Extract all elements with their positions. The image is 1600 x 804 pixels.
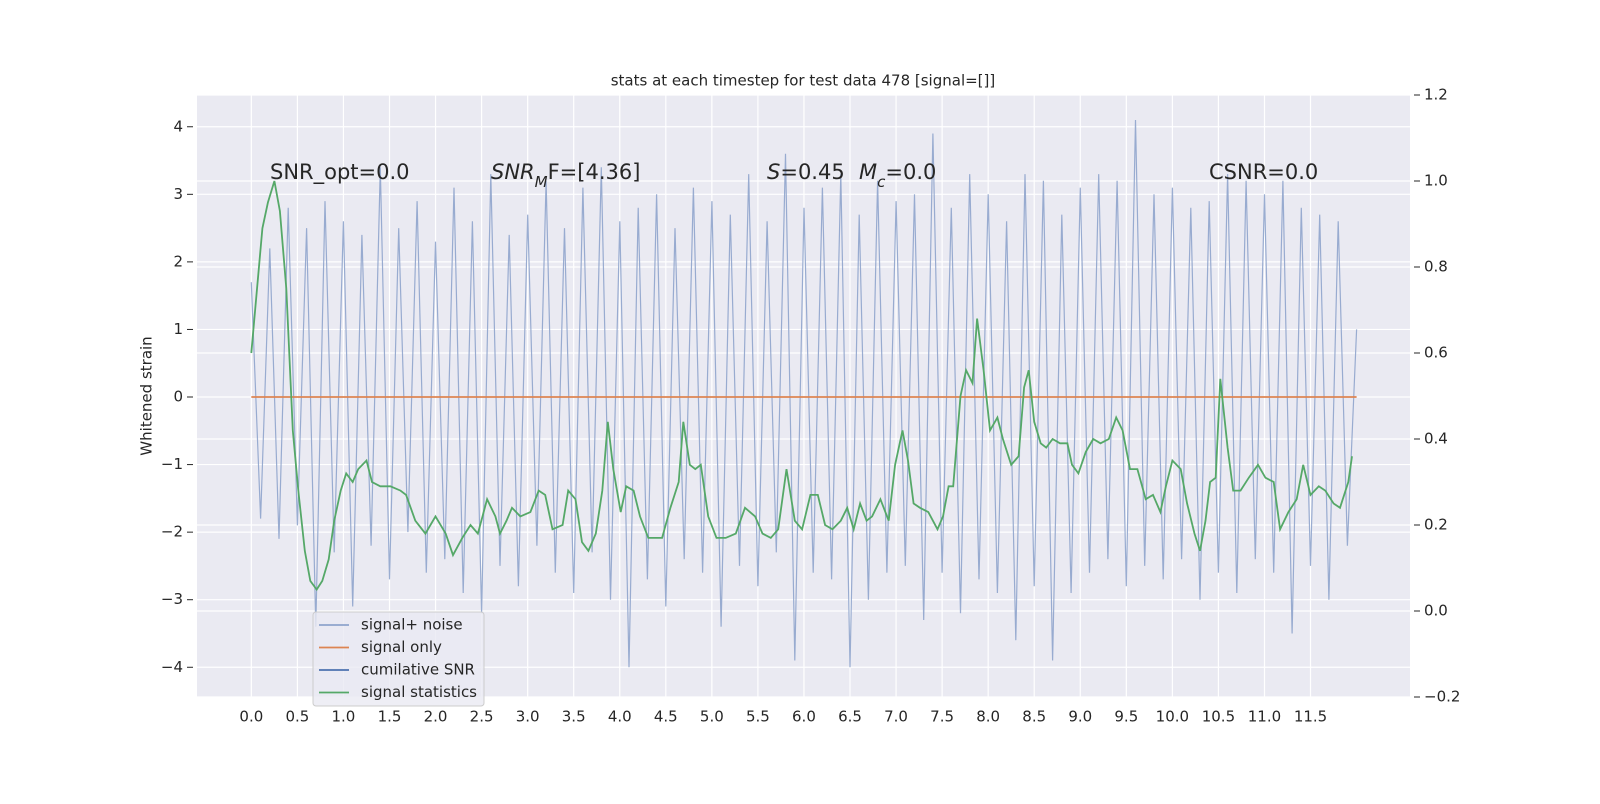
x-tick-label: 3.5 (562, 708, 586, 726)
y-tick-label: −2 (161, 523, 183, 541)
y2-tick-label: 0.0 (1424, 602, 1448, 620)
legend-label: signal statistics (361, 683, 477, 701)
x-tick-label: 5.5 (746, 708, 770, 726)
annotation-part: F=[4.36] (548, 160, 641, 184)
x-tick-label: 9.5 (1114, 708, 1138, 726)
annotation: S=0.45 (767, 160, 845, 184)
x-tick-label: 6.5 (838, 708, 862, 726)
annotation-part: =0.45 (780, 160, 844, 184)
x-tick-label: 1.0 (332, 708, 356, 726)
x-tick-label: 0.0 (239, 708, 263, 726)
annotation-part: SNR (491, 160, 535, 184)
y2-tick-label: 0.8 (1424, 258, 1448, 276)
x-tick-label: 0.5 (285, 708, 309, 726)
x-tick-label: 1.5 (378, 708, 402, 726)
annotation-part: M (535, 173, 548, 191)
annotation-part: S (767, 160, 780, 184)
x-tick-label: 3.0 (516, 708, 540, 726)
x-tick-label: 11.0 (1248, 708, 1281, 726)
x-tick-label: 2.0 (424, 708, 448, 726)
x-tick-label: 8.0 (976, 708, 1000, 726)
x-tick-label: 7.0 (884, 708, 908, 726)
y-tick-label: −1 (161, 455, 183, 473)
legend: signal+ noise signal only cumilative SNR si… (312, 611, 485, 707)
x-tick-label: 7.5 (930, 708, 954, 726)
y2-tick-label: 0.2 (1424, 516, 1448, 534)
y2-tick-label: 0.4 (1424, 430, 1448, 448)
x-tick-label: 10.5 (1202, 708, 1235, 726)
y-tick-label: 2 (173, 252, 183, 270)
x-tick-label: 4.0 (608, 708, 632, 726)
series-line (250, 119, 1358, 668)
x-tick-label: 6.0 (792, 708, 816, 726)
series-line (250, 180, 1353, 592)
y2-tick-label: −0.2 (1424, 688, 1460, 706)
y2-tick-label: 1.0 (1424, 172, 1448, 190)
y-tick-label: −4 (161, 658, 183, 676)
legend-label: signal only (361, 638, 442, 656)
x-tick-label: 5.0 (700, 708, 724, 726)
annotation-part: c (877, 173, 886, 191)
x-tick-label: 4.5 (654, 708, 678, 726)
x-tick-label: 11.5 (1294, 708, 1327, 726)
annotation: SNRMF=[4.36] (491, 160, 640, 191)
y-tick-label: 4 (173, 117, 183, 135)
y2-tick-label: 0.6 (1424, 344, 1448, 362)
legend-label: cumilative SNR (361, 661, 475, 679)
x-tick-label: 2.5 (470, 708, 494, 726)
annotation: CSNR=0.0 (1209, 160, 1318, 184)
y-axis-label: Whitened strain (138, 336, 156, 455)
y-tick-label: 3 (173, 185, 183, 203)
chart-title: stats at each timestep for test data 478… (611, 72, 996, 90)
annotation-part: M (859, 160, 877, 184)
grid (197, 94, 1410, 698)
labels: 0.0 0.5 1.0 1.5 2.0 2.5 3.0 3.5 4.0 4.5 5.0 5.5 6.0 6… (161, 86, 1461, 726)
annotation: Mc=0.0 (859, 160, 936, 191)
y2-tick-label: 1.2 (1424, 86, 1448, 104)
legend-label: signal+ noise (361, 616, 463, 634)
x-tick-label: 10.0 (1156, 708, 1189, 726)
marks (250, 119, 1358, 668)
annotation: SNR_opt=0.0 (270, 160, 410, 185)
y-tick-label: −3 (161, 590, 183, 608)
annotation-part: CSNR=0.0 (1209, 160, 1318, 184)
annotation-part: =0.0 (885, 160, 936, 184)
x-tick-label: 9.0 (1068, 708, 1092, 726)
annotation-part: SNR_opt=0.0 (270, 160, 410, 185)
y-tick-label: 1 (173, 320, 183, 338)
y-tick-label: 0 (173, 388, 183, 406)
x-tick-label: 8.5 (1022, 708, 1046, 726)
legend-box (312, 611, 485, 707)
